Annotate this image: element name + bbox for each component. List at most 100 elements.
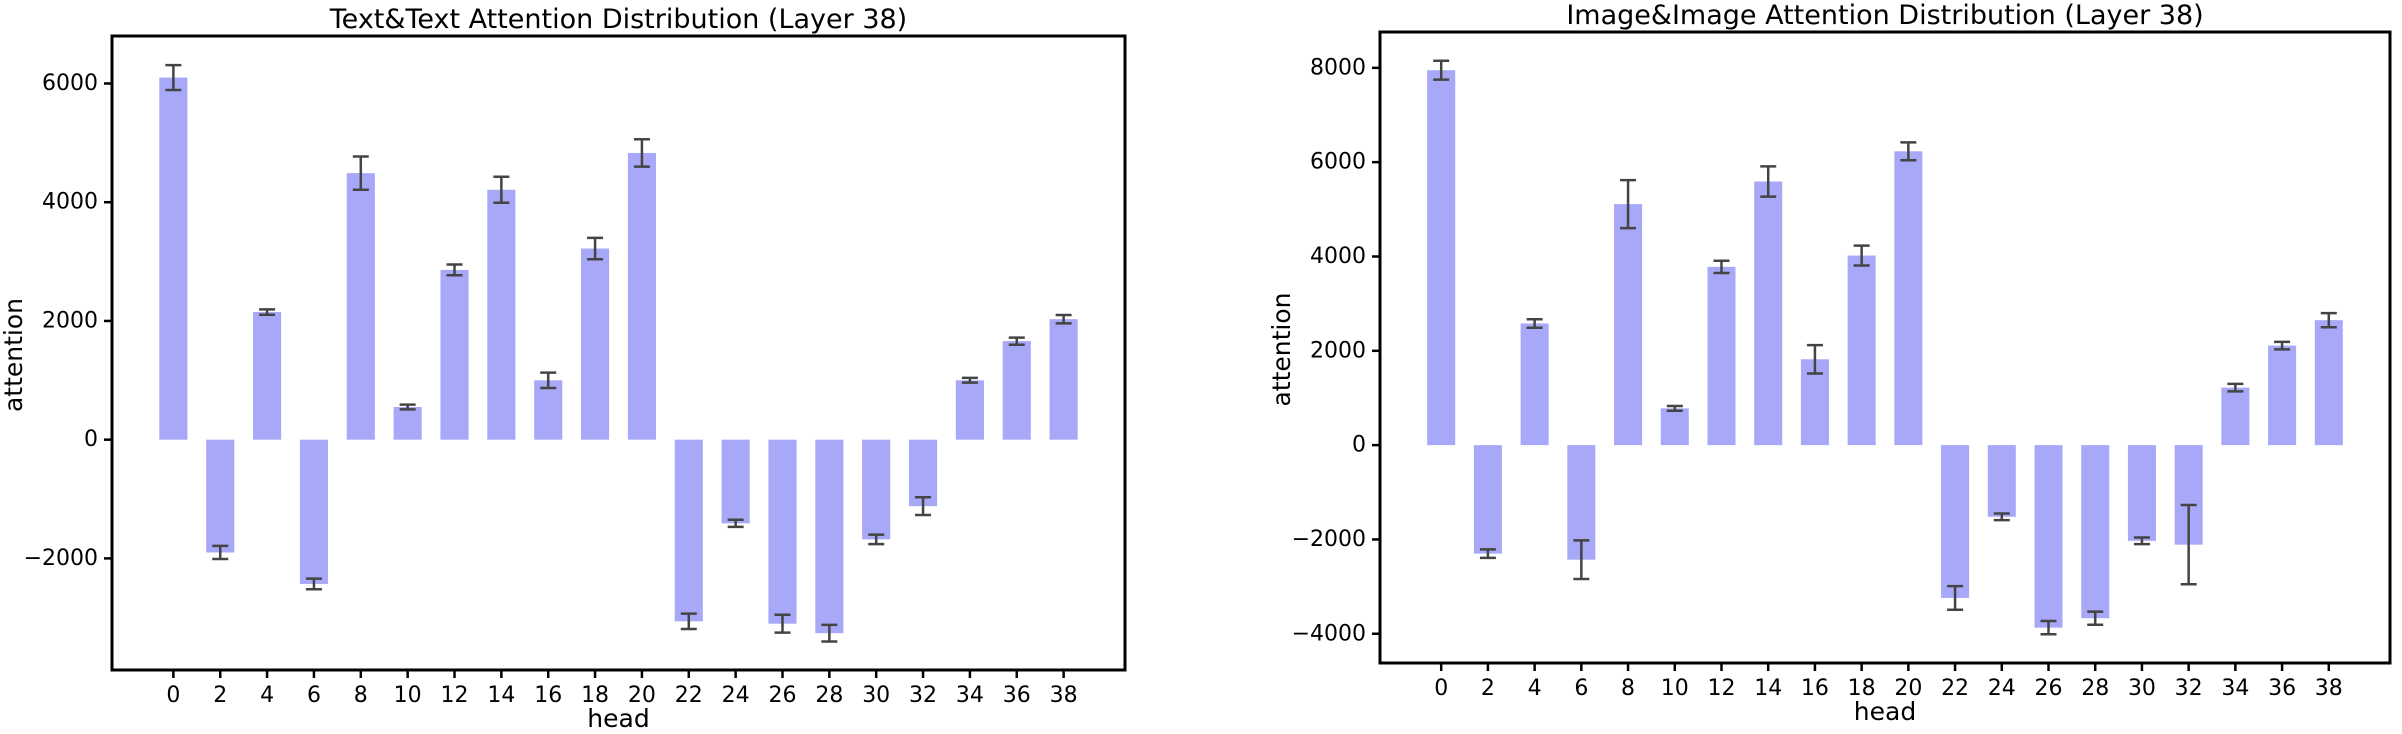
bar-head-34 — [955, 380, 984, 440]
x-tick-label: 36 — [1003, 683, 1031, 708]
error-bar-head-20 — [1900, 141, 1917, 162]
bar-head-36 — [1002, 341, 1031, 440]
y-tick-label: −2000 — [24, 546, 98, 571]
x-tick-label: 30 — [862, 683, 890, 708]
bar-head-18 — [581, 248, 610, 440]
x-tick-label: 26 — [768, 683, 796, 708]
x-tick-label: 0 — [166, 683, 180, 708]
bar-head-38 — [2314, 320, 2343, 446]
y-tick-label: 0 — [1352, 433, 1366, 458]
x-tick-label: 34 — [956, 683, 984, 708]
x-tick-label: 12 — [441, 683, 469, 708]
bar-head-12 — [440, 269, 469, 440]
plot-border — [110, 34, 1127, 672]
y-tick-label: 2000 — [42, 308, 98, 333]
x-tick-label: 20 — [1894, 676, 1922, 701]
error-bar-head-38 — [1055, 313, 1072, 325]
bar-head-0 — [159, 77, 188, 440]
plot-border — [1378, 30, 2392, 665]
y-tick-label: 0 — [84, 427, 98, 452]
x-tick-label: 8 — [354, 683, 368, 708]
x-tick-label: 24 — [722, 683, 750, 708]
error-bar-head-30 — [2133, 536, 2150, 546]
chart-title: Text&Text Attention Distribution (Layer … — [329, 4, 907, 35]
x-tick-label: 22 — [675, 683, 703, 708]
bar-head-20 — [627, 152, 656, 440]
x-axis-label: head — [1854, 697, 1916, 726]
error-bar-head-26 — [2040, 619, 2057, 636]
bar-head-22 — [1941, 445, 1970, 598]
error-bar-head-26 — [774, 613, 791, 634]
bar-head-10 — [1660, 408, 1689, 446]
bar-head-18 — [1847, 255, 1876, 446]
bar-head-8 — [346, 173, 375, 440]
error-bar-head-10 — [1666, 404, 1683, 412]
error-bar-head-4 — [1526, 317, 1543, 329]
error-bar-head-32 — [2180, 503, 2197, 586]
x-tick-label: 0 — [1434, 676, 1448, 701]
x-tick-label: 38 — [1050, 683, 1078, 708]
error-bar-head-34 — [961, 376, 978, 384]
bar-head-28 — [815, 439, 844, 634]
x-tick-label: 26 — [2035, 676, 2063, 701]
x-tick-label: 32 — [2175, 676, 2203, 701]
x-tick-label: 14 — [1754, 676, 1782, 701]
x-tick-label: 4 — [260, 683, 274, 708]
x-tick-label: 10 — [394, 683, 422, 708]
error-bar-head-28 — [2087, 610, 2104, 627]
x-tick-label: 16 — [1801, 676, 1829, 701]
bar-head-2 — [206, 439, 235, 553]
bar-head-38 — [1049, 319, 1078, 440]
bar-head-4 — [253, 312, 282, 440]
error-bar-head-22 — [680, 612, 697, 631]
y-tick-label: −2000 — [1292, 527, 1366, 552]
error-bar-head-8 — [1620, 178, 1637, 230]
x-tick-label: 36 — [2268, 676, 2296, 701]
y-axis-label: attention — [1267, 292, 1296, 406]
bar-head-8 — [1614, 204, 1643, 446]
error-bar-head-2 — [1479, 548, 1496, 560]
error-bar-head-18 — [587, 236, 604, 261]
bar-head-20 — [1894, 151, 1923, 446]
x-tick-label: 32 — [909, 683, 937, 708]
error-bar-head-14 — [1760, 165, 1777, 198]
x-tick-label: 16 — [534, 683, 562, 708]
bar-head-34 — [2221, 387, 2250, 446]
error-bar-head-12 — [1713, 259, 1730, 275]
error-bar-head-28 — [821, 623, 838, 643]
bar-head-6 — [299, 439, 328, 584]
bar-head-32 — [909, 439, 938, 507]
x-tick-label: 6 — [1574, 676, 1588, 701]
y-tick-label: 2000 — [1310, 338, 1366, 363]
error-bar-head-14 — [493, 175, 510, 205]
x-tick-label: 22 — [1941, 676, 1969, 701]
bar-head-14 — [487, 189, 516, 440]
x-axis-label: head — [587, 704, 649, 733]
x-tick-label: 34 — [2221, 676, 2249, 701]
error-bar-head-16 — [540, 371, 557, 390]
bar-head-30 — [2127, 445, 2156, 541]
y-tick-label: 8000 — [1310, 55, 1366, 80]
y-axis-label: attention — [0, 298, 28, 412]
x-tick-label: 20 — [628, 683, 656, 708]
bar-head-26 — [768, 439, 797, 624]
error-bar-head-6 — [1573, 539, 1590, 581]
bar-head-14 — [1754, 181, 1783, 446]
error-bar-head-36 — [2274, 340, 2291, 351]
x-tick-label: 8 — [1621, 676, 1635, 701]
x-tick-label: 30 — [2128, 676, 2156, 701]
error-bar-head-8 — [352, 155, 369, 192]
x-tick-label: 10 — [1661, 676, 1689, 701]
y-tick-label: 6000 — [1310, 150, 1366, 175]
chart-title: Image&Image Attention Distribution (Laye… — [1566, 0, 2203, 31]
error-bar-head-12 — [446, 263, 463, 277]
bar-head-2 — [1473, 445, 1502, 554]
error-bar-head-24 — [1993, 512, 2010, 522]
x-tick-label: 4 — [1528, 676, 1542, 701]
x-tick-label: 18 — [1848, 676, 1876, 701]
x-tick-label: 24 — [1988, 676, 2016, 701]
y-tick-label: 4000 — [1310, 244, 1366, 269]
